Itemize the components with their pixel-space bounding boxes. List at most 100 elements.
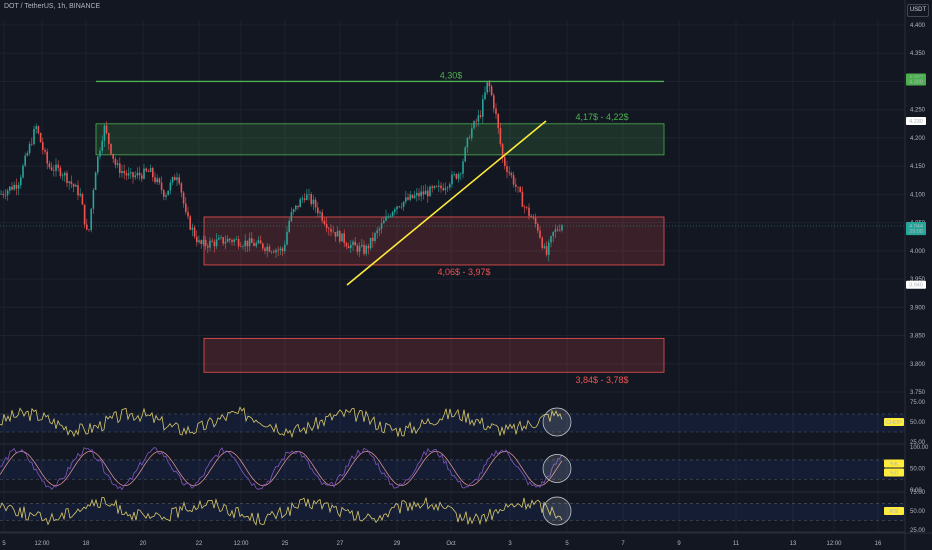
- candle-body: [394, 209, 396, 212]
- candle-body: [26, 153, 29, 156]
- candle-body: [332, 231, 334, 233]
- highlight-circle: [542, 407, 572, 437]
- candle-body: [284, 244, 286, 252]
- candle-body: [24, 155, 26, 166]
- zone-box: [95, 123, 665, 156]
- candle-body: [347, 246, 350, 249]
- candle-body: [11, 186, 13, 190]
- candle-body: [374, 233, 376, 241]
- candle-body: [501, 143, 504, 158]
- candle-body: [552, 231, 554, 237]
- indicator-badge-text: RSI: [889, 509, 899, 515]
- candle-body: [460, 173, 462, 175]
- candle-body: [466, 137, 469, 148]
- highlight-circle: [542, 496, 572, 526]
- time-tick: 12:00: [233, 541, 249, 547]
- candle-body: [187, 211, 189, 217]
- candle-body: [444, 187, 447, 191]
- candle-body: [158, 178, 161, 183]
- candle-body: [97, 156, 99, 173]
- candle-body: [385, 216, 387, 221]
- candle-body: [543, 246, 546, 248]
- candle-body: [336, 230, 339, 237]
- time-tick: 25: [282, 541, 289, 547]
- indicator-tick: 75.00: [910, 490, 926, 496]
- candle-body: [70, 181, 73, 185]
- candle-body: [224, 241, 227, 244]
- candle-body: [20, 177, 22, 186]
- candle-body: [35, 126, 37, 130]
- time-tick: 7: [621, 541, 625, 547]
- time-tick: 22: [196, 541, 203, 547]
- candle-body: [121, 171, 123, 174]
- candle-body: [471, 128, 473, 139]
- candle-body: [94, 172, 97, 191]
- indicator-badge: [884, 418, 904, 426]
- candles-layer: [0, 79, 563, 262]
- candle-body: [110, 143, 112, 154]
- price-tick: 3.750: [910, 390, 926, 396]
- candle-body: [295, 205, 297, 210]
- candle-body: [561, 225, 563, 231]
- candle-body: [317, 207, 319, 214]
- zone-label: 4,06$ - 3,97$: [437, 267, 490, 277]
- candle-body: [264, 248, 266, 251]
- candle-body: [231, 239, 233, 242]
- candle-body: [262, 243, 264, 249]
- candle-body: [46, 151, 48, 164]
- candle-body: [493, 95, 495, 109]
- candle-body: [17, 185, 20, 189]
- candle-body: [451, 174, 453, 185]
- currency-button[interactable]: USDT: [907, 4, 929, 17]
- candle-body: [202, 239, 205, 245]
- candle-body: [310, 194, 312, 205]
- candle-body: [323, 220, 326, 224]
- candle-body: [44, 149, 46, 152]
- candle-body: [147, 171, 150, 172]
- candle-body: [42, 142, 44, 150]
- candle-body: [475, 121, 477, 122]
- candle-body: [257, 240, 260, 244]
- candle-body: [207, 245, 209, 248]
- candle-body: [416, 192, 418, 196]
- price-badge-text: 3.940: [909, 283, 923, 289]
- candle-body: [255, 243, 257, 247]
- candle-body: [550, 236, 552, 243]
- candle-body: [169, 182, 172, 191]
- candle-body: [253, 242, 255, 247]
- candle-body: [365, 246, 367, 254]
- time-tick: 5: [2, 541, 6, 547]
- candle-body: [57, 164, 59, 168]
- candle-body: [270, 251, 273, 253]
- candle-body: [281, 248, 284, 252]
- candle-body: [495, 108, 497, 114]
- price-tick: 4.150: [910, 164, 926, 170]
- candle-body: [350, 244, 352, 249]
- candle-body: [354, 241, 356, 246]
- candle-body: [435, 186, 438, 187]
- candle-body: [240, 246, 242, 247]
- price-badge: [906, 280, 926, 289]
- time-tick: 20: [140, 541, 147, 547]
- candle-body: [196, 236, 198, 243]
- price-badge: [906, 227, 926, 236]
- candle-body: [488, 82, 491, 87]
- trendline-layer: [0, 120, 905, 286]
- candle-body: [526, 206, 528, 208]
- candle-body: [528, 207, 530, 216]
- candle-body: [418, 192, 420, 197]
- candle-body: [268, 246, 271, 252]
- candle-body: [297, 205, 299, 208]
- candle-body: [409, 194, 411, 200]
- candle-body: [130, 172, 132, 174]
- candle-body: [200, 240, 202, 245]
- candle-body: [176, 177, 178, 181]
- candle-body: [83, 204, 86, 225]
- candle-body: [72, 184, 75, 187]
- candle-body: [548, 242, 550, 255]
- candle-body: [559, 230, 561, 231]
- candle-body: [473, 121, 475, 129]
- candle-body: [154, 177, 156, 183]
- candle-body: [13, 184, 15, 190]
